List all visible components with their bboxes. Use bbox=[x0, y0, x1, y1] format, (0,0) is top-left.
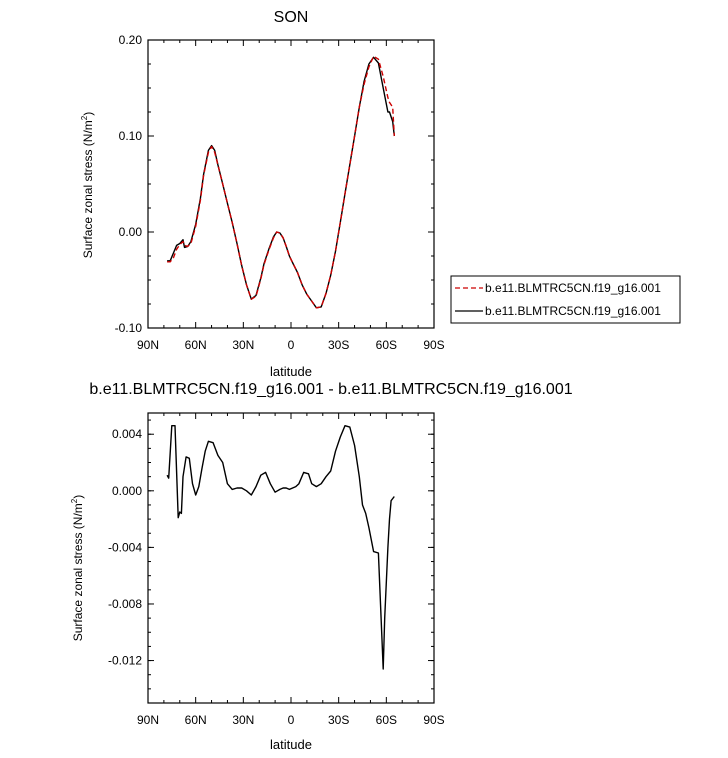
x-axis-label: latitude bbox=[270, 737, 312, 752]
chart-difference: b.e11.BLMTRC5CN.f19_g16.001 - b.e11.BLMT… bbox=[70, 381, 573, 752]
y-tick-label: -0.008 bbox=[108, 597, 142, 611]
y-axis-label: Surface zonal stress (N/m2) bbox=[70, 495, 85, 642]
x-tick-label: 30S bbox=[328, 338, 349, 352]
x-tick-label: 90N bbox=[137, 713, 159, 727]
legend-label: b.e11.BLMTRC5CN.f19_g16.001 bbox=[485, 281, 661, 295]
y-tick-label: 0.000 bbox=[112, 484, 142, 498]
x-tick-label: 60N bbox=[185, 713, 207, 727]
x-tick-label: 90N bbox=[137, 338, 159, 352]
y-tick-label: 0.004 bbox=[112, 427, 142, 441]
y-tick-label: 0.00 bbox=[119, 225, 143, 239]
legend-box bbox=[450, 275, 681, 324]
series-line bbox=[167, 56, 395, 309]
y-axis-label: Surface zonal stress (N/m2) bbox=[80, 112, 95, 259]
series-line bbox=[166, 425, 395, 670]
y-tick-label: -0.004 bbox=[108, 540, 142, 554]
chart-son: SON 90N 60N 30N 0 30S 60S 90S 0.20 0.10 0.00 -0.10… bbox=[80, 9, 681, 379]
x-tick-label: 30N bbox=[232, 338, 254, 352]
series-line bbox=[167, 55, 395, 309]
chart-title: SON bbox=[274, 9, 309, 26]
y-tick-label: -0.10 bbox=[115, 321, 143, 335]
chart-title: b.e11.BLMTRC5CN.f19_g16.001 - b.e11.BLMT… bbox=[89, 381, 572, 398]
x-tick-label: 90S bbox=[423, 713, 444, 727]
legend: b.e11.BLMTRC5CN.f19_g16.001 b.e11.BLMTRC… bbox=[450, 275, 681, 324]
x-tick-label: 0 bbox=[288, 713, 295, 727]
x-tick-label: 60S bbox=[376, 713, 397, 727]
legend-label: b.e11.BLMTRC5CN.f19_g16.001 bbox=[485, 304, 661, 318]
x-tick-label: 0 bbox=[288, 338, 295, 352]
plot-frame bbox=[147, 412, 435, 704]
y-tick-label: -0.012 bbox=[108, 654, 142, 668]
x-axis-label: latitude bbox=[270, 364, 312, 379]
plot-area-top: 90N 60N 30N 0 30S 60S 90S 0.20 0.10 0.00 -0.10 bbox=[115, 33, 445, 352]
plot-frame bbox=[147, 39, 435, 329]
x-tick-label: 90S bbox=[423, 338, 444, 352]
x-tick-label: 30N bbox=[232, 713, 254, 727]
y-tick-label: 0.20 bbox=[119, 33, 143, 47]
plot-area-bottom: 90N 60N 30N 0 30S 60S 90S 0.004 0.000 -0.004 -0.00… bbox=[108, 412, 445, 727]
x-tick-label: 30S bbox=[328, 713, 349, 727]
x-tick-label: 60S bbox=[376, 338, 397, 352]
x-tick-label: 60N bbox=[185, 338, 207, 352]
y-tick-label: 0.10 bbox=[119, 129, 143, 143]
